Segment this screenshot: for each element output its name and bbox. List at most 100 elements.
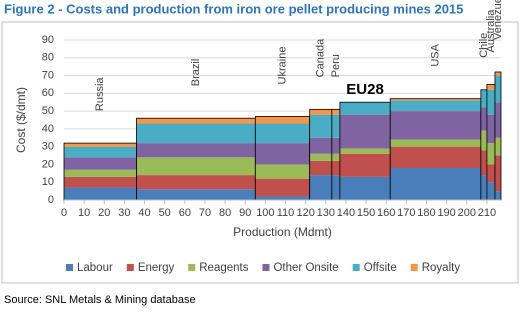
bar-segment xyxy=(309,160,332,176)
legend-swatch xyxy=(352,264,360,271)
bar-segment xyxy=(480,89,487,108)
x-tick-label: 50 xyxy=(159,207,171,219)
bar-segment xyxy=(309,109,332,115)
bar-segment xyxy=(255,178,310,197)
legend-label: Offsite xyxy=(364,262,397,274)
y-tick-label: 50 xyxy=(42,105,54,117)
legend-label: Reagents xyxy=(199,262,248,274)
x-axis-title: Production (Mdmt) xyxy=(233,225,332,239)
bar-segment xyxy=(136,175,256,190)
x-tick-label: 30 xyxy=(118,207,130,219)
bar-segment xyxy=(309,137,332,154)
bar-segment xyxy=(255,143,310,165)
bar-segment xyxy=(480,130,487,151)
bar-segment xyxy=(136,143,256,158)
bar-segment xyxy=(64,187,137,200)
legend-swatch xyxy=(66,264,73,271)
legend-label: Energy xyxy=(138,262,175,274)
region-label: Brazil xyxy=(190,59,202,87)
x-tick-label: 190 xyxy=(437,207,455,219)
x-tick-label: 80 xyxy=(219,207,231,219)
bar-segment xyxy=(64,176,137,188)
y-tick-label: 70 xyxy=(42,69,54,81)
x-tick-label: 90 xyxy=(239,207,251,219)
bar-segment xyxy=(486,89,495,115)
bar-segment xyxy=(480,175,487,200)
region-label: USA xyxy=(429,43,441,66)
bar-segment xyxy=(339,148,391,154)
x-tick-label: 160 xyxy=(377,207,395,219)
region-label: Canada xyxy=(315,38,327,77)
x-tick-label: 110 xyxy=(277,207,295,219)
y-axis-title: Cost ($/dmt) xyxy=(14,87,28,153)
y-tick-label: 80 xyxy=(42,52,54,64)
bar-segment xyxy=(331,114,340,138)
y-tick-label: 10 xyxy=(42,176,54,188)
x-tick-label: 40 xyxy=(138,207,150,219)
bar-segment xyxy=(309,175,332,200)
y-tick-label: 30 xyxy=(42,141,54,153)
bar-segment xyxy=(494,75,501,103)
region-label: EU28 xyxy=(346,81,384,98)
bar-segment xyxy=(390,146,481,168)
bar-segment xyxy=(390,98,481,101)
x-tick-label: 140 xyxy=(337,207,355,219)
legend-label: Royalty xyxy=(422,262,461,274)
legend-swatch xyxy=(126,264,134,271)
bar-segment xyxy=(136,123,256,144)
bar-segment xyxy=(331,109,340,115)
x-tick-label: 20 xyxy=(98,207,110,219)
bar-segment xyxy=(390,139,481,147)
x-tick-label: 10 xyxy=(78,207,90,219)
region-label: Peru xyxy=(330,54,342,77)
legend-swatch xyxy=(262,264,270,271)
y-tick-label: 60 xyxy=(42,87,54,99)
bar-segment xyxy=(494,72,501,76)
x-tick-label: 180 xyxy=(417,207,435,219)
y-tick-label: 40 xyxy=(42,123,54,135)
bar-segment xyxy=(339,153,391,177)
region-label: Ukraine xyxy=(276,47,288,85)
bar-segment xyxy=(494,155,501,192)
legend-label: Labour xyxy=(77,262,113,274)
region-label: Chile xyxy=(478,33,490,58)
bar-segment xyxy=(331,153,340,161)
bar-segment xyxy=(64,157,137,170)
y-tick-label: 90 xyxy=(42,34,54,46)
chart-title: Figure 2 - Costs and production from iro… xyxy=(4,1,463,16)
bar-segment xyxy=(331,175,340,200)
bar-segment xyxy=(309,153,332,161)
y-tick-label: 0 xyxy=(48,194,54,206)
bar-segment xyxy=(331,137,340,154)
legend-swatch xyxy=(188,264,196,271)
legend-label: Other Onsite xyxy=(273,262,338,274)
bar-segment xyxy=(480,150,487,176)
bar-segment xyxy=(255,164,310,179)
bar-segment xyxy=(390,168,481,200)
bar-segment xyxy=(339,114,391,149)
bar-segment xyxy=(331,160,340,176)
source: Source: SNL Metals & Mining database xyxy=(4,294,196,306)
bar-segment xyxy=(486,114,495,144)
bar-segment xyxy=(339,102,391,115)
bar-segment xyxy=(486,164,495,183)
x-tick-label: 120 xyxy=(296,207,314,219)
bar-segment xyxy=(486,143,495,165)
x-tick-label: 60 xyxy=(179,207,191,219)
bar-segment xyxy=(64,169,137,177)
bar-segment xyxy=(136,189,256,200)
bar-segment xyxy=(390,100,481,112)
x-tick-label: 70 xyxy=(199,207,211,219)
bar-segment xyxy=(480,107,487,131)
bar-segment xyxy=(494,137,501,156)
bar-segment xyxy=(255,196,310,200)
y-tick-label: 20 xyxy=(42,158,54,170)
x-tick-label: 100 xyxy=(256,207,274,219)
legend-swatch xyxy=(410,264,418,271)
bar-segment xyxy=(486,182,495,200)
x-tick-label: 210 xyxy=(478,207,496,219)
x-tick-label: 200 xyxy=(458,207,476,219)
bar-segment xyxy=(494,191,501,200)
bar-segment xyxy=(136,157,256,176)
